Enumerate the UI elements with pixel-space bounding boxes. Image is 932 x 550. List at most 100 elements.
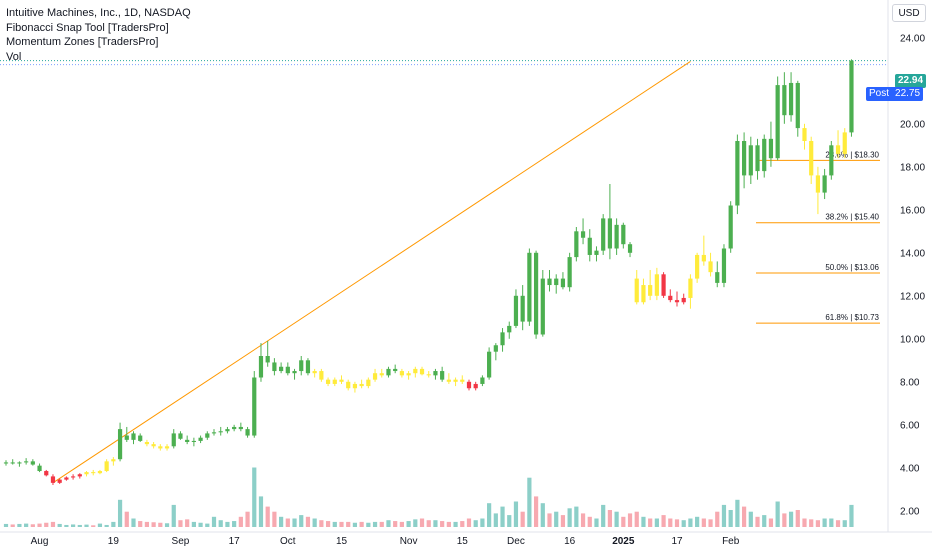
candle-body [346, 381, 351, 389]
volume-bar [372, 521, 378, 527]
volume-bar [30, 524, 35, 527]
candle-body [111, 459, 116, 462]
candle-body [513, 295, 519, 326]
price-tick-label: 12.00 [900, 291, 925, 302]
volume-bar [782, 513, 787, 527]
candle-body [84, 472, 89, 475]
indicator-volume[interactable]: Vol [6, 50, 22, 63]
candle-body [533, 252, 539, 335]
candle-body [587, 237, 592, 255]
candle-body [299, 360, 304, 372]
volume-bar [547, 513, 552, 527]
volume-bar [795, 510, 800, 527]
volume-bar [742, 506, 747, 527]
candle-body [648, 285, 653, 296]
volume-bar [285, 518, 290, 527]
candle-body [325, 379, 331, 384]
candle-body [641, 285, 646, 303]
volume-bar [849, 504, 854, 527]
time-tick-label: Feb [722, 536, 740, 547]
volume-bar [540, 503, 545, 527]
time-tick-label: 19 [108, 536, 120, 547]
volume-bar [245, 511, 250, 527]
volume-bar [359, 521, 364, 527]
volume-bar [601, 504, 606, 527]
time-tick-label: 2025 [612, 536, 635, 547]
candle-body [406, 373, 411, 376]
volume-bar [641, 516, 646, 527]
candle-body [466, 381, 472, 389]
candle-body [574, 231, 579, 258]
candle-body [567, 257, 572, 288]
volume-bar [748, 511, 753, 527]
candle-body [245, 429, 250, 436]
volume-bar [460, 521, 465, 527]
volume-bar [453, 521, 458, 527]
candle-body [634, 278, 639, 303]
candle-body [748, 145, 753, 176]
volume-bar [3, 523, 9, 527]
trendline-layer[interactable] [52, 61, 691, 484]
candle-body [379, 373, 384, 376]
volume-bar [205, 523, 210, 527]
fib-levels: 23.6% | $18.30 38.2% | $15.40 50.0% | $13.… [756, 150, 880, 324]
volume-bar [721, 504, 727, 527]
candle-body [37, 465, 42, 472]
indicator-momentum[interactable]: Momentum Zones [TradersPro] [6, 36, 159, 48]
volume-bar [117, 499, 123, 527]
candle-body [601, 218, 606, 251]
price-tick-label: 6.00 [900, 420, 920, 431]
volume-bar [171, 504, 176, 527]
candle-body [393, 368, 398, 372]
volume-bar [446, 521, 451, 527]
volume-bar [10, 524, 15, 527]
candle-body [715, 272, 720, 283]
candle-body [755, 145, 760, 172]
candle-body [788, 82, 794, 116]
indicator-fibonacci[interactable]: Fibonacci Snap Tool [TradersPro] [6, 21, 169, 34]
candle-body [473, 383, 478, 389]
candle-body [419, 368, 425, 375]
candle-body [768, 138, 774, 159]
candle-body [460, 379, 465, 382]
volume-bar [802, 518, 807, 527]
volume-bar [674, 519, 680, 527]
chart-legend: Intuitive Machines, Inc., 1D, NASDAQ Fib… [6, 6, 191, 64]
candle-body [285, 366, 290, 374]
candle-body [701, 254, 706, 262]
last-price-badge: 22.94 [895, 74, 927, 88]
candle-body [621, 224, 626, 245]
post-market-badge: Post 22.75 [866, 87, 924, 101]
candle-body [211, 432, 217, 434]
volume-bar [379, 521, 384, 527]
volume-bar [57, 523, 62, 527]
volume-bar [567, 508, 572, 527]
candle-body [97, 471, 103, 474]
volume-bar [433, 520, 438, 527]
time-axis[interactable]: Aug 19 Sep 17 Oct 15 Nov 15 Dec 16 2025 17 Feb [0, 531, 932, 547]
volume-bar [17, 523, 22, 527]
volume-bar [131, 518, 136, 527]
candle-body [366, 379, 371, 387]
volume-bar [513, 501, 519, 527]
volume-bar [493, 513, 498, 527]
candle-body [507, 325, 512, 333]
time-tick-label: Sep [172, 536, 190, 547]
candle-body [144, 442, 150, 445]
volume-bar [507, 515, 512, 527]
candle-body [57, 479, 62, 483]
time-tick-label: Aug [31, 536, 49, 547]
candle-body [554, 278, 559, 286]
candles [3, 59, 854, 485]
volume-bar [352, 522, 358, 527]
currency-button[interactable]: USD [892, 4, 926, 22]
volume-bar [533, 496, 539, 527]
volume-bar [64, 524, 69, 527]
candle-body [124, 435, 129, 440]
candle-body [674, 300, 680, 303]
volume-bar [198, 522, 203, 527]
price-tick-label: 24.00 [900, 33, 925, 44]
candle-body [614, 224, 619, 249]
symbol-title[interactable]: Intuitive Machines, Inc., 1D, NASDAQ [6, 7, 191, 19]
